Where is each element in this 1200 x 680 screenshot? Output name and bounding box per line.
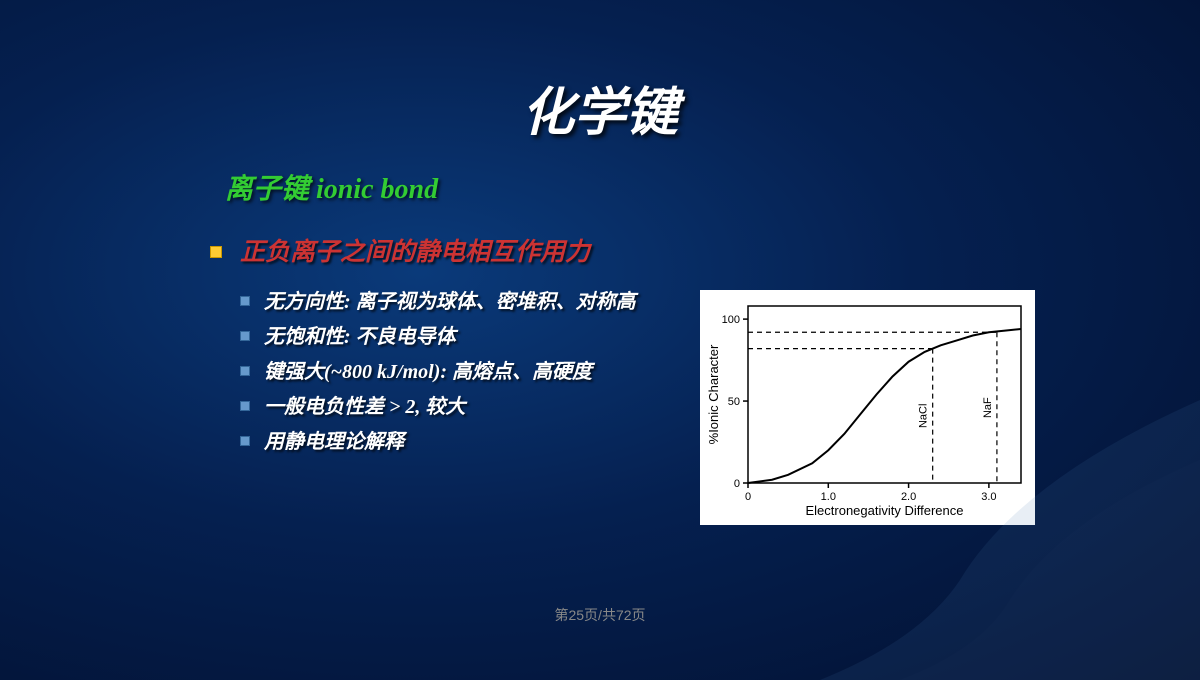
svg-text:2.0: 2.0 [901, 491, 916, 503]
sub-bullet-item: 一般电负性差 > 2, 较大 [240, 393, 650, 422]
bullet-square-small-icon [240, 436, 250, 446]
page-indicator: 第25页/共72页 [554, 605, 645, 625]
main-item-text: 正负离子之间的静电相互作用力 [240, 237, 590, 270]
svg-text:3.0: 3.0 [981, 491, 996, 503]
sub-item-text: 一般电负性差 > 2, 较大 [264, 393, 465, 422]
bullet-square-icon [210, 246, 222, 258]
sub-item-text: 无饱和性: 不良电导体 [264, 323, 456, 352]
sub-item-text: 用静电理论解释 [264, 428, 404, 457]
main-bullet-item: 正负离子之间的静电相互作用力 [210, 237, 650, 270]
bullet-square-small-icon [240, 366, 250, 376]
sub-bullet-item: 键强大(~800 kJ/mol): 高熔点、高硬度 [240, 358, 650, 387]
svg-text:NaF: NaF [982, 397, 994, 418]
sub-item-text: 键强大(~800 kJ/mol): 高熔点、高硬度 [264, 358, 592, 387]
svg-text:NaCl: NaCl [918, 404, 930, 428]
slide-subtitle: 离子键 ionic bond [225, 167, 1200, 207]
svg-text:%Ionic Character: %Ionic Character [706, 344, 721, 444]
svg-text:1.0: 1.0 [821, 491, 836, 503]
svg-text:50: 50 [728, 396, 740, 408]
bullet-square-small-icon [240, 296, 250, 306]
content-block: 正负离子之间的静电相互作用力 无方向性: 离子视为球体、密堆积、对称高无饱和性:… [210, 237, 650, 457]
sub-bullet-list: 无方向性: 离子视为球体、密堆积、对称高无饱和性: 不良电导体键强大(~800 … [240, 288, 650, 457]
svg-text:100: 100 [722, 314, 740, 326]
svg-text:0: 0 [745, 491, 751, 503]
slide-title: 化学键 [0, 0, 1200, 145]
sub-item-text: 无方向性: 离子视为球体、密堆积、对称高 [264, 288, 636, 317]
ionic-character-chart: 0 1.0 2.0 3.0 0 50 100 NaCl NaF Electronegativity… [700, 290, 1035, 525]
sub-bullet-item: 无方向性: 离子视为球体、密堆积、对称高 [240, 288, 650, 317]
bullet-square-small-icon [240, 331, 250, 341]
sub-bullet-item: 无饱和性: 不良电导体 [240, 323, 650, 352]
svg-text:0: 0 [734, 478, 740, 490]
bullet-square-small-icon [240, 401, 250, 411]
svg-text:Electronegativity Difference: Electronegativity Difference [805, 503, 963, 518]
sub-bullet-item: 用静电理论解释 [240, 428, 650, 457]
